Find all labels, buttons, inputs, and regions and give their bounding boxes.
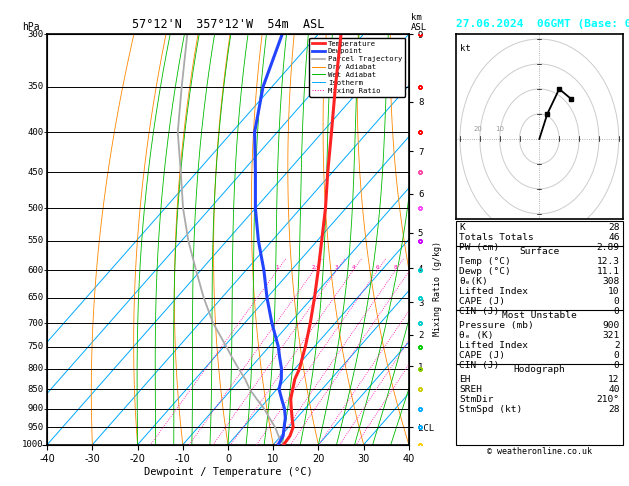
- Text: 3: 3: [335, 265, 338, 270]
- Text: © weatheronline.co.uk: © weatheronline.co.uk: [487, 447, 592, 456]
- Text: Temp (°C): Temp (°C): [459, 257, 511, 266]
- Text: 28: 28: [608, 405, 620, 414]
- Text: Hodograph: Hodograph: [513, 365, 565, 374]
- Text: 750: 750: [28, 342, 43, 351]
- Text: 900: 900: [603, 321, 620, 330]
- Text: hPa: hPa: [22, 22, 40, 32]
- Text: EH: EH: [459, 375, 470, 384]
- Text: 12.3: 12.3: [596, 257, 620, 266]
- Text: 0: 0: [614, 307, 620, 315]
- Text: Most Unstable: Most Unstable: [502, 311, 577, 320]
- Text: Surface: Surface: [520, 247, 559, 256]
- Text: 308: 308: [603, 277, 620, 286]
- Text: 600: 600: [28, 266, 43, 275]
- Text: 4: 4: [352, 265, 355, 270]
- Text: 28: 28: [608, 223, 620, 232]
- Text: Pressure (mb): Pressure (mb): [459, 321, 534, 330]
- Text: km
ASL: km ASL: [411, 13, 427, 32]
- Text: 8: 8: [394, 265, 397, 270]
- Text: 850: 850: [28, 385, 43, 394]
- Text: 20: 20: [474, 126, 482, 132]
- Text: 700: 700: [28, 318, 43, 328]
- Text: 400: 400: [28, 128, 43, 137]
- Text: 500: 500: [28, 204, 43, 213]
- Text: StmSpd (kt): StmSpd (kt): [459, 405, 523, 414]
- Text: θₑ (K): θₑ (K): [459, 331, 494, 340]
- Title: 57°12'N  357°12'W  54m  ASL: 57°12'N 357°12'W 54m ASL: [132, 18, 324, 32]
- Text: θₑ(K): θₑ(K): [459, 277, 488, 286]
- Text: CIN (J): CIN (J): [459, 307, 499, 315]
- Text: 10: 10: [608, 287, 620, 296]
- Text: Lifted Index: Lifted Index: [459, 287, 528, 296]
- Text: 0: 0: [614, 361, 620, 370]
- Text: 650: 650: [28, 293, 43, 302]
- Text: 2: 2: [312, 265, 316, 270]
- Text: 321: 321: [603, 331, 620, 340]
- Text: 800: 800: [28, 364, 43, 373]
- Text: 2: 2: [614, 341, 620, 350]
- X-axis label: Dewpoint / Temperature (°C): Dewpoint / Temperature (°C): [143, 467, 313, 477]
- Text: Mixing Ratio (g/kg): Mixing Ratio (g/kg): [433, 241, 442, 336]
- Text: PW (cm): PW (cm): [459, 243, 499, 252]
- Text: 27.06.2024  06GMT (Base: 06): 27.06.2024 06GMT (Base: 06): [456, 19, 629, 29]
- Text: CAPE (J): CAPE (J): [459, 351, 505, 360]
- Text: SREH: SREH: [459, 385, 482, 394]
- Text: 0: 0: [614, 351, 620, 360]
- Text: 10: 10: [495, 126, 504, 132]
- Text: 46: 46: [608, 233, 620, 242]
- Text: 2.89: 2.89: [596, 243, 620, 252]
- Text: Lifted Index: Lifted Index: [459, 341, 528, 350]
- Text: 11.1: 11.1: [596, 267, 620, 276]
- Text: StmDir: StmDir: [459, 395, 494, 404]
- Text: 6: 6: [376, 265, 379, 270]
- Text: Dewp (°C): Dewp (°C): [459, 267, 511, 276]
- Text: 350: 350: [28, 82, 43, 91]
- Text: 40: 40: [608, 385, 620, 394]
- Text: 1000: 1000: [22, 440, 43, 449]
- Text: Totals Totals: Totals Totals: [459, 233, 534, 242]
- Legend: Temperature, Dewpoint, Parcel Trajectory, Dry Adiabat, Wet Adiabat, Isotherm, Mi: Temperature, Dewpoint, Parcel Trajectory…: [309, 37, 405, 97]
- Text: 0: 0: [614, 297, 620, 306]
- Text: 210°: 210°: [596, 395, 620, 404]
- Text: K: K: [459, 223, 465, 232]
- Text: 12: 12: [608, 375, 620, 384]
- Text: 900: 900: [28, 404, 43, 413]
- Text: CAPE (J): CAPE (J): [459, 297, 505, 306]
- Text: 300: 300: [28, 30, 43, 38]
- Text: CIN (J): CIN (J): [459, 361, 499, 370]
- Text: 450: 450: [28, 168, 43, 177]
- Text: 550: 550: [28, 236, 43, 245]
- Text: 950: 950: [28, 423, 43, 432]
- Text: kt: kt: [460, 44, 470, 53]
- Text: 1: 1: [276, 265, 279, 270]
